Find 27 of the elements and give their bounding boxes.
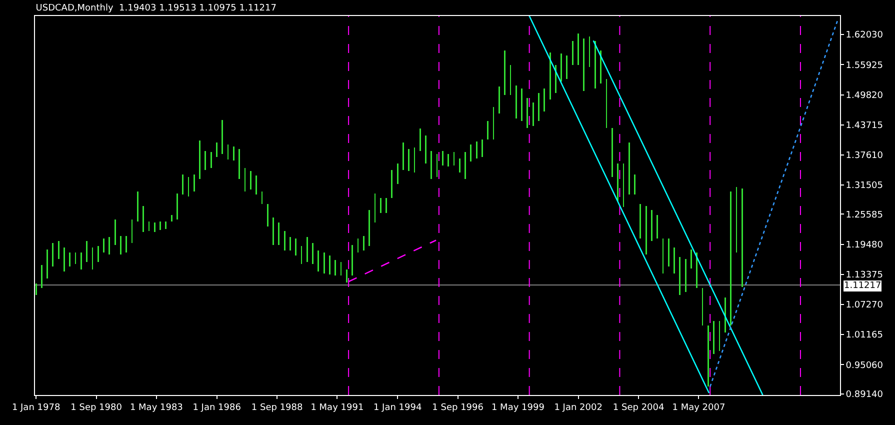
- x-tick-label: 1 May 1999: [491, 402, 545, 413]
- x-tick-label: 1 Sep 2004: [612, 402, 665, 413]
- y-tick-label: 1.43715: [846, 121, 884, 131]
- x-tick-label: 1 Sep 1980: [70, 402, 122, 413]
- y-tick-label: 1.62030: [846, 30, 884, 41]
- y-tick-label: 1.31505: [846, 181, 884, 192]
- x-tick-label: 1 Sep 1988: [251, 402, 303, 413]
- y-tick-label: 0.89140: [846, 390, 884, 400]
- x-tick-label: 1 May 1983: [130, 402, 183, 413]
- y-tick-label: 1.55925: [846, 60, 884, 71]
- ref-line-label: 1.11217: [844, 281, 882, 291]
- x-tick-label: 1 Jan 1978: [12, 402, 60, 413]
- y-tick-label: 1.13375: [846, 270, 884, 281]
- y-tick-label: 0.95060: [846, 360, 884, 371]
- y-tick-label: 1.19480: [846, 240, 884, 250]
- y-tick-label: 1.07270: [846, 300, 884, 311]
- x-tick-label: 1 Jan 1986: [192, 402, 242, 413]
- y-tick-label: 1.49820: [846, 90, 884, 101]
- y-tick-label: 1.25585: [846, 210, 884, 220]
- y-tick-label: 1.37610: [846, 151, 884, 162]
- x-tick-label: 1 Sep 1996: [432, 402, 484, 413]
- x-tick-label: 1 Jan 1994: [373, 402, 422, 413]
- x-tick-label: 1 Jan 2002: [554, 402, 602, 413]
- x-tick-label: 1 May 2007: [672, 402, 726, 413]
- x-tick-label: 1 May 1991: [310, 402, 364, 413]
- chart-title: USDCAD,Monthly 1.19403 1.19513 1.10975 1.11217: [36, 4, 276, 14]
- y-tick-label: 1.01165: [846, 330, 884, 341]
